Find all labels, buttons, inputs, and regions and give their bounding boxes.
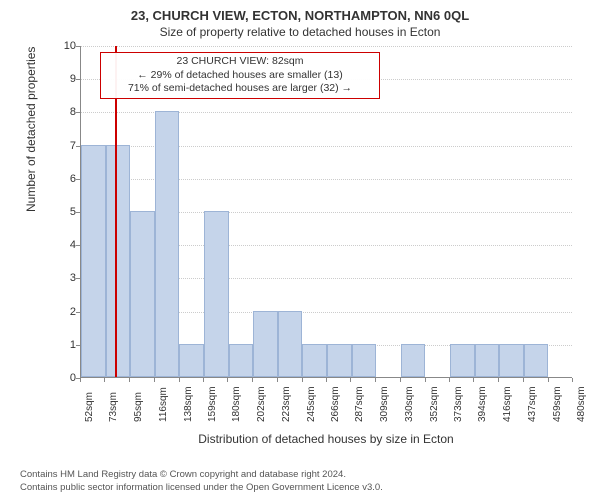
- x-tick-label: 373sqm: [453, 386, 464, 422]
- annotation-line2: ← 29% of detached houses are smaller (13…: [107, 69, 373, 83]
- histogram-bar: [475, 344, 500, 377]
- x-tick-label: 394sqm: [477, 386, 488, 422]
- annotation-box: 23 CHURCH VIEW: 82sqm ← 29% of detached …: [100, 52, 380, 99]
- x-tick-mark: [227, 378, 228, 382]
- y-tick-label: 10: [56, 40, 76, 52]
- x-tick-mark: [572, 378, 573, 382]
- histogram-bar: [401, 344, 426, 377]
- annotation-line1: 23 CHURCH VIEW: 82sqm: [107, 55, 373, 69]
- x-tick-label: 480sqm: [576, 386, 587, 422]
- chart-container: 012345678910 52sqm73sqm95sqm116sqm138sqm…: [52, 46, 572, 406]
- gridline: [81, 46, 572, 47]
- y-tick-label: 5: [56, 206, 76, 218]
- histogram-bar: [278, 311, 303, 377]
- x-tick-mark: [179, 378, 180, 382]
- histogram-bar: [524, 344, 549, 377]
- histogram-bar: [130, 211, 155, 377]
- x-tick-mark: [302, 378, 303, 382]
- histogram-bar: [450, 344, 475, 377]
- histogram-bar: [352, 344, 377, 377]
- y-tick-label: 9: [56, 73, 76, 85]
- y-axis-label: Number of detached properties: [24, 47, 38, 212]
- x-tick-label: 352sqm: [429, 386, 440, 422]
- histogram-bar: [499, 344, 524, 377]
- histogram-bar: [302, 344, 327, 377]
- y-tick-mark: [76, 278, 80, 279]
- x-tick-label: 73sqm: [108, 392, 119, 422]
- x-tick-label: 309sqm: [379, 386, 390, 422]
- x-tick-mark: [498, 378, 499, 382]
- x-tick-mark: [425, 378, 426, 382]
- x-tick-label: 245sqm: [306, 386, 317, 422]
- x-tick-label: 180sqm: [231, 386, 242, 422]
- chart-title-sub: Size of property relative to detached ho…: [0, 23, 600, 39]
- x-tick-mark: [548, 378, 549, 382]
- y-tick-mark: [76, 146, 80, 147]
- histogram-bar: [81, 145, 106, 377]
- x-tick-label: 266sqm: [330, 386, 341, 422]
- y-tick-label: 1: [56, 339, 76, 351]
- footer: Contains HM Land Registry data © Crown c…: [20, 469, 383, 494]
- x-tick-mark: [252, 378, 253, 382]
- x-tick-label: 459sqm: [552, 386, 563, 422]
- histogram-bar: [204, 211, 229, 377]
- x-axis-label: Distribution of detached houses by size …: [80, 432, 572, 446]
- x-tick-label: 437sqm: [527, 386, 538, 422]
- x-tick-label: 52sqm: [84, 392, 95, 422]
- y-tick-mark: [76, 79, 80, 80]
- histogram-bar: [253, 311, 278, 377]
- x-tick-mark: [326, 378, 327, 382]
- x-tick-label: 223sqm: [281, 386, 292, 422]
- x-tick-mark: [449, 378, 450, 382]
- x-tick-mark: [129, 378, 130, 382]
- histogram-bar: [327, 344, 352, 377]
- x-tick-mark: [473, 378, 474, 382]
- annotation-line3: 71% of semi-detached houses are larger (…: [107, 82, 373, 96]
- y-tick-label: 0: [56, 372, 76, 384]
- x-tick-label: 416sqm: [502, 386, 513, 422]
- x-tick-label: 95sqm: [133, 392, 144, 422]
- chart-title-main: 23, CHURCH VIEW, ECTON, NORTHAMPTON, NN6…: [0, 0, 600, 23]
- y-tick-mark: [76, 212, 80, 213]
- y-tick-label: 6: [56, 173, 76, 185]
- x-tick-label: 330sqm: [404, 386, 415, 422]
- histogram-bar: [155, 111, 180, 377]
- y-tick-label: 7: [56, 140, 76, 152]
- x-tick-mark: [523, 378, 524, 382]
- footer-line2: Contains public sector information licen…: [20, 482, 383, 494]
- footer-line1: Contains HM Land Registry data © Crown c…: [20, 469, 383, 481]
- x-tick-mark: [350, 378, 351, 382]
- x-tick-mark: [375, 378, 376, 382]
- histogram-bar: [106, 145, 131, 377]
- y-tick-mark: [76, 312, 80, 313]
- x-tick-label: 159sqm: [207, 386, 218, 422]
- histogram-bar: [179, 344, 204, 377]
- x-tick-label: 287sqm: [354, 386, 365, 422]
- y-tick-mark: [76, 179, 80, 180]
- y-tick-label: 3: [56, 272, 76, 284]
- y-tick-mark: [76, 345, 80, 346]
- x-tick-mark: [203, 378, 204, 382]
- y-tick-label: 2: [56, 306, 76, 318]
- histogram-bar: [229, 344, 254, 377]
- y-tick-mark: [76, 112, 80, 113]
- x-tick-mark: [400, 378, 401, 382]
- x-tick-mark: [80, 378, 81, 382]
- x-tick-label: 116sqm: [158, 387, 169, 422]
- x-tick-mark: [277, 378, 278, 382]
- y-tick-mark: [76, 245, 80, 246]
- x-tick-label: 202sqm: [256, 386, 267, 422]
- x-tick-label: 138sqm: [183, 386, 194, 422]
- y-tick-label: 4: [56, 239, 76, 251]
- x-tick-mark: [154, 378, 155, 382]
- y-tick-label: 8: [56, 106, 76, 118]
- x-tick-mark: [104, 378, 105, 382]
- y-tick-mark: [76, 46, 80, 47]
